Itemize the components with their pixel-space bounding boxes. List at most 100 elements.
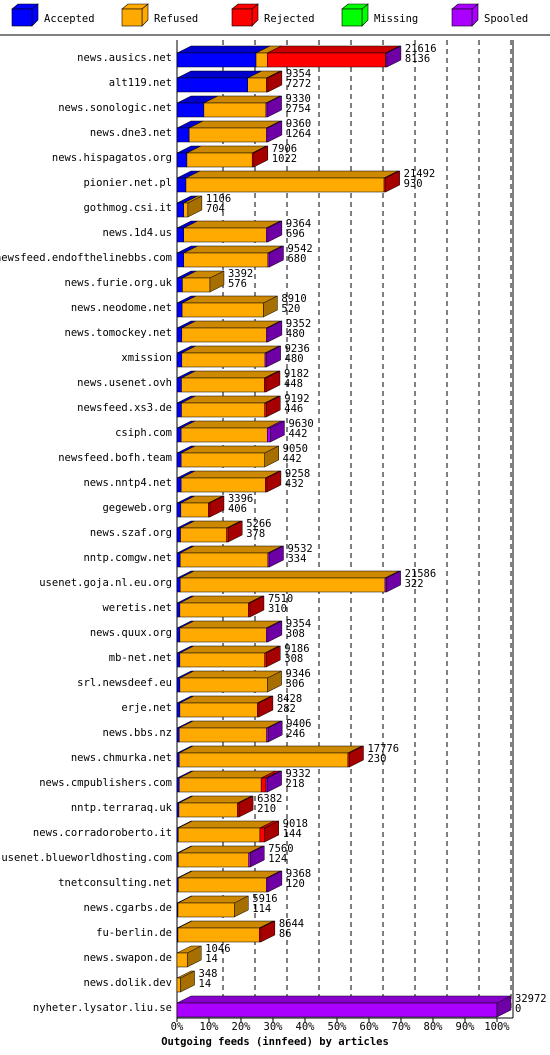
bar [176, 727, 180, 743]
value-label: 9406 [286, 718, 311, 730]
value-label: 246 [286, 728, 305, 740]
bar-segment [266, 720, 283, 743]
y-tick-label: news.furie.org.uk [65, 277, 173, 289]
value-label: 310 [268, 603, 287, 615]
value-label: 1106 [206, 193, 231, 205]
bar-top [176, 995, 512, 1004]
bar [176, 327, 183, 343]
bar-segment [247, 70, 281, 93]
bar-top [181, 445, 279, 454]
bar [176, 152, 188, 168]
bar [176, 452, 182, 468]
y-tick-label: news.chmurka.net [71, 752, 172, 764]
x-tick-label: 70% [392, 1021, 412, 1033]
bar [186, 152, 253, 168]
bar [176, 552, 181, 568]
bar-segment [266, 70, 283, 93]
bar-side [249, 595, 265, 618]
bar-segment [179, 620, 281, 643]
bar-segment [265, 770, 282, 793]
value-label: 9050 [283, 443, 308, 455]
value-label: 576 [228, 278, 247, 290]
y-tick-label: news.quux.org [90, 627, 172, 639]
bar-segment [183, 220, 281, 243]
legend-swatch [451, 8, 473, 27]
bar-side [267, 870, 283, 893]
value-label: 9330 [286, 93, 311, 105]
bar [177, 902, 235, 918]
value-label: 446 [284, 403, 303, 415]
value-label: 2754 [286, 103, 311, 115]
x-tick-label: 30% [264, 1021, 284, 1033]
bar-segment [181, 370, 279, 393]
legend-swatch [121, 8, 143, 27]
bar [179, 627, 267, 643]
y-tick-label: news.szaf.org [90, 527, 172, 539]
bar [182, 277, 211, 293]
bar [176, 502, 182, 518]
bar-side [267, 720, 283, 743]
bar-segment [183, 245, 282, 268]
y-tick-label: news.neodome.net [71, 302, 172, 314]
value-label: 1264 [286, 128, 311, 140]
value-label: 432 [285, 478, 304, 490]
x-tick-label: 60% [360, 1021, 380, 1033]
y-tick-label: news.dolik.dev [83, 977, 172, 989]
bar-segment [180, 445, 279, 468]
bar-top [176, 45, 271, 54]
y-tick-label: fu-berlin.de [96, 927, 172, 939]
bar-side [349, 745, 364, 768]
y-tick-label: news.bbs.nz [102, 727, 172, 739]
bar [183, 202, 189, 218]
bar [266, 427, 271, 443]
bar [178, 827, 261, 843]
bar [181, 327, 267, 343]
bar [176, 202, 184, 218]
bar-top [179, 670, 282, 679]
value-label: 1022 [272, 153, 297, 165]
bar [183, 227, 267, 243]
bar-side [267, 620, 283, 643]
bar-segment [178, 720, 281, 743]
bar [176, 702, 181, 718]
bar-segment [237, 795, 254, 818]
value-label: 9236 [285, 343, 310, 355]
bar [179, 602, 249, 618]
bar [180, 427, 268, 443]
bar-side [186, 945, 202, 968]
bar-side [227, 520, 243, 543]
bar [181, 352, 266, 368]
value-label: 696 [286, 228, 305, 240]
value-label: 9258 [285, 468, 310, 480]
legend-swatch [231, 8, 253, 27]
bar-segment [266, 620, 283, 643]
bar [176, 752, 180, 768]
bar [179, 677, 268, 693]
bar-side [258, 695, 274, 718]
legend-label: Refused [154, 13, 198, 25]
value-label: 520 [281, 303, 300, 315]
bar-top [181, 345, 280, 354]
bar-top [179, 720, 281, 729]
bar-segment [264, 645, 281, 668]
y-tick-label: news.cgarbs.de [83, 902, 172, 914]
bar-segment [266, 220, 283, 243]
y-tick-label: srl.newsdeef.eu [77, 677, 172, 689]
value-label: 9182 [284, 368, 309, 380]
bar-segment [251, 145, 269, 168]
bar-segment [264, 345, 281, 368]
bar-segment [178, 745, 362, 768]
bar [180, 477, 266, 493]
value-label: 114 [252, 903, 271, 915]
bar [179, 652, 265, 668]
value-label: 9364 [286, 218, 311, 230]
bar-top [178, 820, 274, 829]
y-tick-label: news.ausics.net [77, 52, 172, 64]
bar-segment [257, 695, 274, 718]
bar-top [181, 395, 279, 404]
bar [178, 802, 238, 818]
bar-top [181, 420, 282, 429]
y-tick-label: nyheter.lysator.liu.se [33, 1002, 172, 1014]
value-label: 0 [515, 1003, 521, 1015]
